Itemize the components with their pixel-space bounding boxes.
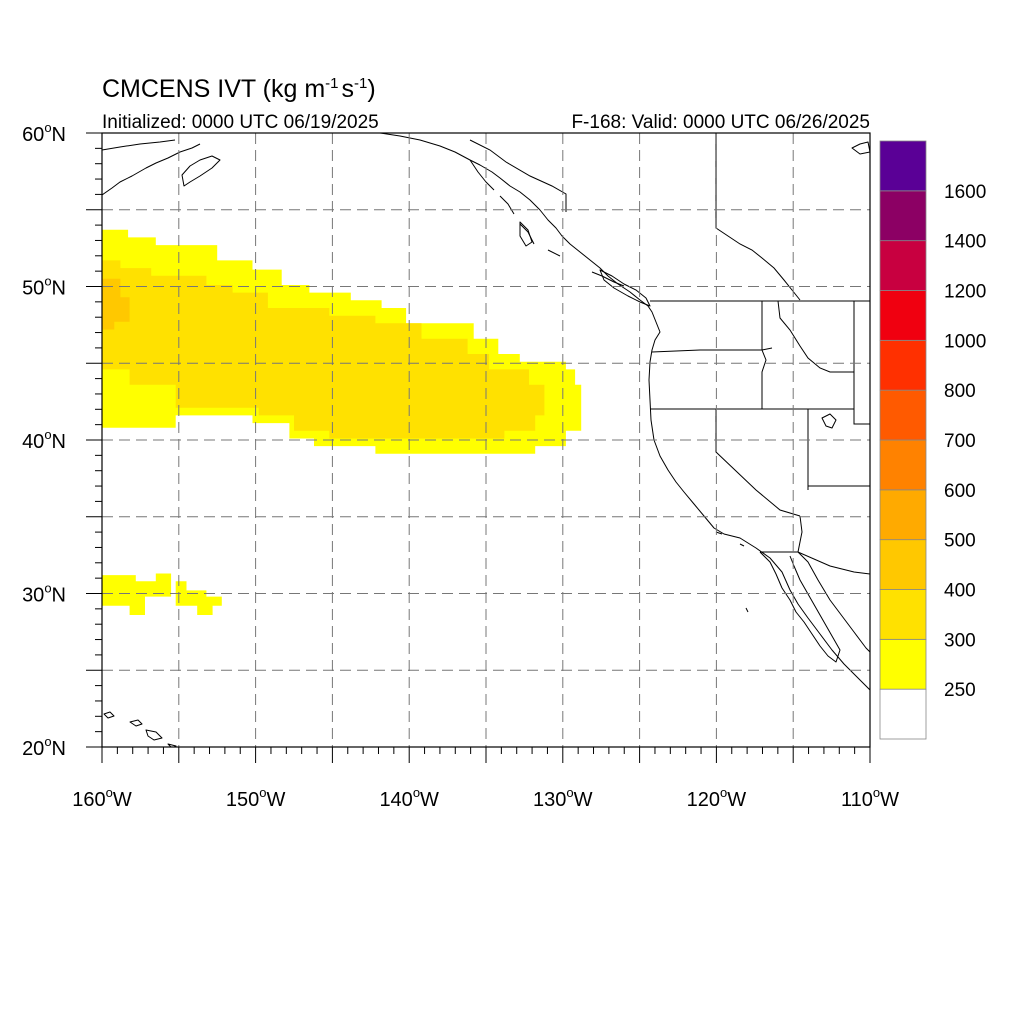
alaska-peninsula-coast <box>102 143 201 196</box>
colorbar-segment <box>879 140 927 192</box>
alaska-canada-border <box>469 139 567 212</box>
lon-label: 150oW <box>226 785 286 811</box>
colorbar-segment <box>879 688 927 740</box>
lon-label: 160oW <box>72 785 132 811</box>
chart-title: CMCENS IVT (kg m-1 s-1) <box>102 75 376 103</box>
lon-label: 130oW <box>533 785 593 811</box>
colorbar-label: 600 <box>944 481 976 502</box>
colorbar-label: 800 <box>944 381 976 402</box>
lat-label: 50oN <box>22 274 66 300</box>
alaska-panhandle-islands <box>469 159 625 287</box>
colorbar-segment <box>879 190 927 242</box>
colorbar-segment <box>879 489 927 541</box>
lat-label: 20oN <box>22 734 66 760</box>
colorbar-segment <box>879 638 927 690</box>
bc-alberta-border <box>715 133 801 301</box>
gulf-alaska-coast <box>379 133 870 691</box>
colorbar-segment <box>879 240 927 291</box>
lon-label: 110oW <box>841 785 899 811</box>
colorbar-segment <box>879 290 927 341</box>
colorbar-label: 1400 <box>944 232 986 253</box>
hudson-bay-hint <box>851 141 870 155</box>
colorbar-label: 1600 <box>944 182 986 203</box>
lon-label: 140oW <box>379 785 439 811</box>
ivt-region-2 <box>102 278 130 330</box>
map-grid <box>102 133 870 747</box>
kodiak-island-coast <box>181 155 221 187</box>
ca-nv-border <box>715 409 801 517</box>
alaska-upper-coast <box>102 139 176 151</box>
colorbar-segment <box>879 389 927 441</box>
idaho-montana-border <box>777 300 855 373</box>
colorbar-label: 300 <box>944 630 976 651</box>
axis-ticks <box>86 132 871 763</box>
colorbar-label: 700 <box>944 431 976 452</box>
lat-label: 40oN <box>22 427 66 453</box>
political-borders <box>469 133 870 575</box>
us-mexico-border <box>760 551 870 575</box>
colorbar: 250 300 400 500 600 700 800 1000 1200 1400 1600 <box>879 140 986 740</box>
ivt-shading <box>102 229 582 615</box>
lon-label: 120oW <box>687 785 747 811</box>
ivt-region-3 <box>102 573 172 615</box>
or-idaho-border <box>761 349 767 409</box>
valid-time: F-168: Valid: 0000 UTC 06/26/2025 <box>571 112 870 133</box>
colorbar-label: 1200 <box>944 282 986 303</box>
gulf-california-coast <box>797 551 870 653</box>
great-salt-lake <box>821 413 837 429</box>
ivt-region-1 <box>102 260 545 439</box>
haida-gwaii-coast <box>519 221 533 247</box>
colorbar-label: 400 <box>944 581 976 602</box>
colorbar-segment <box>879 539 927 590</box>
channel-islands <box>715 531 749 613</box>
vancouver-island-coast <box>599 269 651 307</box>
colorbar-segment <box>879 589 927 640</box>
lat-label: 60oN <box>22 120 66 146</box>
colorbar-label: 250 <box>944 680 976 701</box>
wa-or-border <box>651 347 773 353</box>
lat-label: 30oN <box>22 581 66 607</box>
hawaii-islands <box>103 711 177 747</box>
colorbar-segment <box>879 439 927 491</box>
az-ca-border <box>797 515 803 553</box>
colorbar-label: 1000 <box>944 331 986 352</box>
colorbar-segment <box>879 339 927 391</box>
ivt-region-4 <box>175 581 222 615</box>
wy-border <box>853 372 870 425</box>
initialized-time: Initialized: 0000 UTC 06/19/2025 <box>102 112 379 133</box>
colorbar-label: 500 <box>944 531 976 552</box>
